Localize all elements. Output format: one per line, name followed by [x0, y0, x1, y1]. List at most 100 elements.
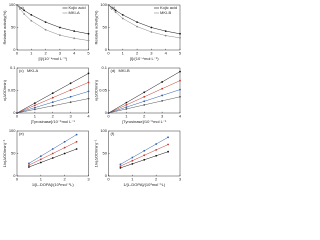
x-tick-label: 4 [179, 114, 182, 119]
data-point [33, 108, 36, 111]
legend-label: Kojic acid [160, 5, 177, 10]
x-tick-label: 0 [107, 114, 110, 119]
x-tick-label: 2 [136, 51, 139, 56]
y-tick-label: 50 [11, 25, 16, 30]
data-point [143, 91, 146, 94]
panel-annotation: MKI-B [119, 68, 130, 73]
y-axis-label: 1/v(ΔOD/min)⁻¹ [2, 139, 7, 167]
x-tick-label: 1 [34, 114, 37, 119]
data-point [167, 150, 169, 153]
data-point [28, 164, 30, 167]
y-tick-label: 0 [105, 173, 108, 178]
data-point [136, 25, 139, 28]
data-point [69, 82, 72, 85]
data-point [114, 11, 117, 14]
data-point [39, 161, 42, 164]
data-point [59, 34, 61, 37]
data-point [69, 89, 72, 91]
panel-label: (a) [19, 5, 25, 10]
data-point [87, 32, 90, 35]
data-point [119, 167, 122, 169]
data-point [179, 32, 181, 35]
data-point [16, 4, 18, 6]
data-point [87, 72, 90, 75]
y-axis-label: Relative activity(%) [94, 10, 99, 45]
data-point [161, 99, 164, 102]
data-point [179, 36, 181, 39]
data-point [39, 158, 42, 161]
x-tick-label: 2 [44, 51, 47, 56]
data-point [143, 95, 146, 98]
x-tick-label: 2 [64, 177, 67, 182]
data-point [143, 100, 146, 103]
data-point [51, 152, 54, 155]
x-axis-label: [I]/(10⁻⁴mol L⁻¹) [38, 56, 67, 61]
panel-annotation: MKI-A [27, 68, 38, 73]
data-point [33, 104, 36, 107]
data-point [51, 101, 54, 104]
data-point [143, 104, 146, 106]
data-point [155, 143, 158, 145]
y-axis-label: v(ΔOD/min) [94, 79, 99, 101]
data-point [87, 39, 90, 42]
data-point [150, 26, 153, 29]
data-point [150, 31, 153, 33]
data-point [63, 140, 66, 143]
data-point [155, 149, 158, 151]
data-point [73, 30, 76, 32]
data-point [75, 133, 78, 136]
y-tick-label: 0 [105, 47, 108, 52]
y-axis-label: v(ΔOD/min) [2, 79, 7, 101]
data-point [161, 81, 164, 83]
y-tick-label: 0 [13, 110, 16, 115]
data-point [51, 96, 54, 99]
x-tick-label: 4 [165, 51, 168, 56]
data-point [44, 21, 47, 23]
panel-label: (e) [19, 131, 25, 136]
x-tick-label: 4 [73, 51, 76, 56]
x-tick-label: 1 [122, 51, 125, 56]
y-tick-label: 0 [13, 173, 16, 178]
data-point [131, 156, 134, 159]
data-point [51, 104, 54, 107]
y-tick-label: 50 [103, 151, 108, 156]
data-point [114, 9, 117, 12]
legend-label: MKI-B [160, 10, 171, 15]
y-tick-label: 0 [105, 110, 108, 115]
x-tick-label: 2 [155, 177, 158, 182]
data-point [121, 14, 124, 16]
x-tick-label: 1 [30, 51, 33, 56]
data-point [87, 97, 90, 100]
x-tick-label: 1 [125, 114, 128, 119]
y-axis-label: 1/v(ΔOD/min)⁻¹ [94, 139, 99, 167]
data-point [75, 140, 78, 143]
x-tick-label: 3 [161, 114, 164, 119]
data-point [125, 108, 128, 110]
plot-frame [108, 130, 181, 177]
data-point [167, 143, 169, 146]
panel-label: (b) [111, 5, 117, 10]
x-axis-label: [Tyrosinase]/10⁻⁶mol L⁻¹ [122, 119, 167, 124]
data-point [121, 17, 124, 20]
data-point [161, 94, 164, 97]
x-tick-label: 3 [150, 51, 153, 56]
y-tick-label: 100 [100, 128, 107, 133]
data-point [33, 102, 36, 104]
y-tick-label: 100 [9, 128, 16, 133]
data-point [51, 148, 54, 150]
y-tick-label: 50 [103, 25, 108, 30]
y-tick-label: 100 [9, 2, 16, 7]
page: {"chart_data": [ {"type": "line", "label… [2, 2, 182, 188]
data-point [73, 37, 76, 40]
x-axis-label: 1/[L-DOPA]/(10³mol⁻¹L) [123, 182, 165, 187]
x-tick-label: 3 [59, 51, 62, 56]
data-point [125, 104, 128, 106]
data-point [143, 154, 146, 157]
x-tick-label: 0 [107, 51, 110, 56]
data-point [69, 101, 72, 104]
data-point [179, 79, 181, 82]
data-point [125, 101, 128, 104]
data-point [16, 112, 18, 114]
data-point [87, 90, 90, 93]
